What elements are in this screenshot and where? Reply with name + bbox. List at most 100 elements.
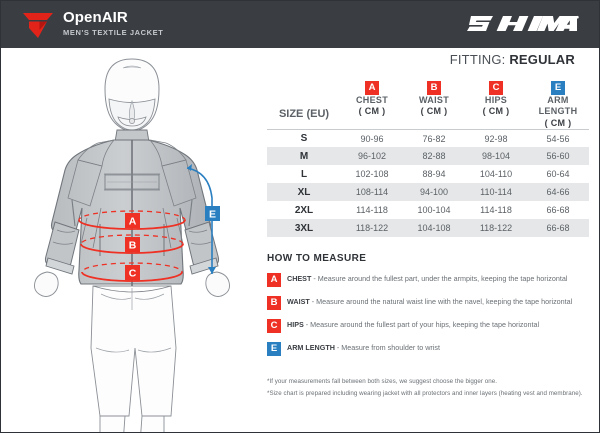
table-badge-row: A B C E [267,77,589,95]
pants-outline [90,285,177,432]
header-hips: HIPS ( CM ) [465,95,527,129]
badge-b-icon: B [267,296,281,311]
measure-term-chest: CHEST [287,274,312,284]
svg-text:C: C [129,267,137,279]
header-bar: OpenAIR MEN'S TEXTILE JACKET [1,1,599,48]
badge-c-icon: C [267,319,281,334]
size-table: A B C E SIZE (EU) CHEST [267,77,589,238]
arm-badge-cell: E [527,77,589,95]
header-arm-unit: ( CM ) [544,117,572,128]
row-hips: 98-104 [481,151,511,162]
row-hips: 104-110 [479,169,513,180]
fitting-value: REGULAR [509,52,575,67]
product-subtitle: MEN'S TEXTILE JACKET [63,28,164,37]
row-chest: 118-122 [355,223,389,234]
how-to-measure-title: HOW TO MEASURE [267,253,367,265]
row-arm: 54-56 [527,128,589,148]
header-chest: CHEST ( CM ) [341,95,403,129]
header-arm: ARM LENGTH ( CM ) [527,95,589,129]
row-waist: 104-108 [417,223,451,234]
figure-marker-a: A [125,213,140,228]
measure-item-waist: B WAIST - Measure around the natural wai… [267,296,589,311]
rider-figure-svg: A B C E [34,58,230,432]
row-hips: 110-114 [480,187,512,198]
table-row: S 90-96 76-82 92-98 54-56 [267,128,589,148]
row-chest: 90-96 [341,128,403,148]
waist-badge-cell: B [403,77,465,95]
figure-marker-c: C [125,265,140,280]
fitting-label: FITTING: REGULAR [450,52,575,67]
row-arm: 64-66 [546,187,570,198]
svg-text:E: E [209,208,216,220]
measure-item-arm-length: E ARM LENGTH - Measure from shoulder to … [267,342,589,357]
shima-triangle-logo-icon [23,13,53,38]
measurement-lines [78,164,216,282]
row-chest: 96-102 [357,151,387,162]
table-row: M 96-102 82-88 98-104 56-60 [267,147,589,166]
header-hips-name: HIPS [484,95,508,105]
footnotes: *If your measurements fall between both … [267,376,589,400]
measure-text-waist: WAIST - Measure around the natural waist… [287,296,572,307]
header-waist-unit: ( CM ) [420,106,448,117]
header-size: SIZE (EU) [278,108,330,120]
measure-text-chest: CHEST - Measure around the fullest part,… [287,273,567,284]
row-waist: 76-82 [403,128,465,148]
header-chest-name: CHEST [355,95,388,105]
measure-text-arm-length: ARM LENGTH - Measure from shoulder to wr… [287,342,440,353]
badge-spacer [267,77,341,95]
row-size: M [299,150,309,162]
jacket-illustration: A B C E [1,48,263,432]
measure-desc-hips: - Measure around the fullest part of you… [303,320,540,330]
badge-c-icon: C [489,81,503,95]
badge-e-icon: E [267,342,281,357]
hips-badge-cell: C [465,77,527,95]
table-row: 3XL 118-122 104-108 118-122 66-68 [267,219,589,238]
measure-item-chest: A CHEST - Measure around the fullest par… [267,273,589,288]
header-waist: WAIST ( CM ) [403,95,465,129]
row-hips: 118-122 [479,223,513,234]
figure-marker-b: B [125,237,140,252]
header-arm-name: ARM LENGTH [538,95,578,117]
row-chest: 108-114 [355,187,389,198]
row-arm: 56-60 [546,151,570,162]
table-header-row: SIZE (EU) CHEST ( CM ) WAIST ( CM ) HIPS… [267,95,589,129]
shima-brand-logo [467,15,579,31]
fitting-key: FITTING: [449,52,506,67]
measure-item-hips: C HIPS - Measure around the fullest part… [267,319,589,334]
measure-desc-arm-length: - Measure from shoulder to wrist [334,343,440,353]
measure-text-hips: HIPS - Measure around the fullest part o… [287,319,539,330]
row-waist: 82-88 [422,151,446,162]
footnote-2: *Size chart is prepared including wearin… [267,390,583,398]
figure-marker-e: E [205,206,220,221]
svg-text:A: A [129,215,137,227]
chest-pocket [104,174,160,190]
svg-text:B: B [129,239,137,251]
measure-term-hips: HIPS [287,320,304,330]
row-size: 2XL [294,204,314,216]
row-arm: 66-68 [546,205,570,216]
badge-e-icon: E [551,81,565,95]
right-cuff [189,257,219,275]
measure-term-waist: WAIST [287,297,310,307]
measure-desc-chest: - Measure around the fullest part, under… [311,274,568,284]
footnote-1: *If your measurements fall between both … [267,378,497,386]
chest-badge-cell: A [341,77,403,95]
row-waist: 94-100 [419,187,449,198]
chart-pane: A B C E SIZE (EU) CHEST [267,77,589,400]
row-waist: 100-104 [417,205,451,216]
table-row: 2XL 114-118 100-104 114-118 66-68 [267,201,589,219]
header-chest-unit: ( CM ) [358,106,386,117]
elbow-detail [52,229,212,245]
row-hips: 92-98 [465,128,527,148]
row-size: L [300,168,308,180]
left-cuff [45,257,75,275]
table-row: L 102-108 88-94 104-110 60-64 [267,165,589,183]
row-size: XL [297,186,311,198]
size-table-body: S 90-96 76-82 92-98 54-56 M 96-102 82-88… [267,128,589,238]
row-size: 3XL [294,222,314,234]
badge-b-icon: B [427,81,441,95]
row-waist: 88-94 [422,169,446,180]
badge-a-icon: A [365,81,379,95]
jacket-seams [67,139,197,293]
row-chest: 114-118 [356,205,388,216]
